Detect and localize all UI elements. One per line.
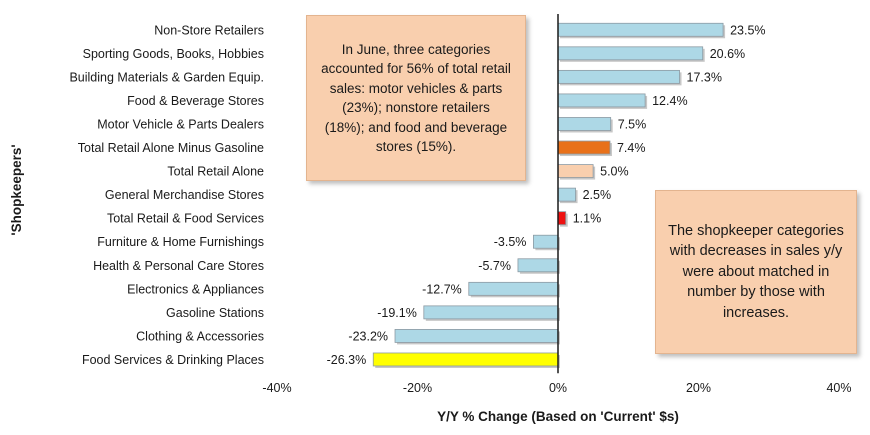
category-label: Non-Store Retailers	[154, 23, 264, 37]
x-axis-title: Y/Y % Change (Based on 'Current' $s)	[437, 409, 679, 424]
annotation-note-right: The shopkeeper categories with decreases…	[655, 190, 857, 354]
data-label: 17.3%	[687, 70, 722, 84]
bar	[468, 281, 559, 296]
x-tick-label: 20%	[686, 381, 711, 395]
category-label: Food & Beverage Stores	[127, 94, 264, 108]
bar	[557, 211, 567, 226]
bar	[557, 140, 611, 155]
data-label: 1.1%	[573, 212, 602, 226]
category-label: Total Retail & Food Services	[107, 212, 264, 226]
x-tick-labels: -40% -20% 0% 20% 40%	[262, 381, 851, 395]
data-label: 23.5%	[730, 23, 765, 37]
bar	[557, 164, 594, 178]
category-label: Motor Vehicle & Parts Dealers	[97, 117, 264, 131]
x-tick-label: -40%	[262, 381, 291, 395]
x-tick-label: 0%	[549, 381, 567, 395]
category-label: Health & Personal Care Stores	[93, 259, 264, 273]
data-label: -12.7%	[422, 282, 462, 296]
data-label: 20.6%	[710, 47, 745, 61]
category-label: Sporting Goods, Books, Hobbies	[83, 47, 264, 61]
bar	[557, 69, 680, 84]
data-label: -23.2%	[348, 329, 388, 343]
data-label: -19.1%	[377, 306, 417, 320]
labels-layer: Non-Store Retailers 23.5% Sporting Goods, …	[69, 23, 765, 367]
category-label: Furniture & Home Furnishings	[97, 235, 264, 249]
bar	[394, 329, 559, 343]
category-label: General Merchandise Stores	[105, 188, 264, 202]
data-label: -26.3%	[327, 353, 367, 367]
category-label: Food Services & Drinking Places	[82, 353, 264, 367]
bar	[557, 93, 646, 108]
bar	[557, 117, 612, 131]
bar	[372, 352, 559, 367]
bar	[557, 46, 704, 61]
category-label: Total Retail Alone Minus Gasoline	[78, 141, 264, 155]
data-label: 5.0%	[600, 165, 629, 179]
category-label: Building Materials & Garden Equip.	[69, 70, 264, 84]
bar	[533, 234, 559, 249]
category-label: Gasoline Stations	[166, 306, 264, 320]
annotation-note-top: In June, three categories accounted for …	[306, 15, 526, 181]
data-label: 7.5%	[618, 117, 647, 131]
data-label: 2.5%	[583, 188, 612, 202]
data-label: -3.5%	[494, 235, 527, 249]
x-tick-label: 40%	[826, 381, 851, 395]
bar	[517, 258, 559, 273]
data-label: 12.4%	[652, 94, 687, 108]
y-axis-title: 'Shopkeepers'	[9, 144, 24, 235]
x-tick-label: -20%	[403, 381, 432, 395]
data-label: 7.4%	[617, 141, 646, 155]
category-label: Clothing & Accessories	[136, 329, 264, 343]
category-label: Total Retail Alone	[167, 165, 264, 179]
bar	[557, 22, 724, 37]
bar	[557, 187, 576, 202]
bar	[423, 305, 559, 320]
data-label: -5.7%	[478, 259, 511, 273]
bars-layer	[372, 22, 726, 368]
category-label: Electronics & Appliances	[127, 282, 264, 296]
